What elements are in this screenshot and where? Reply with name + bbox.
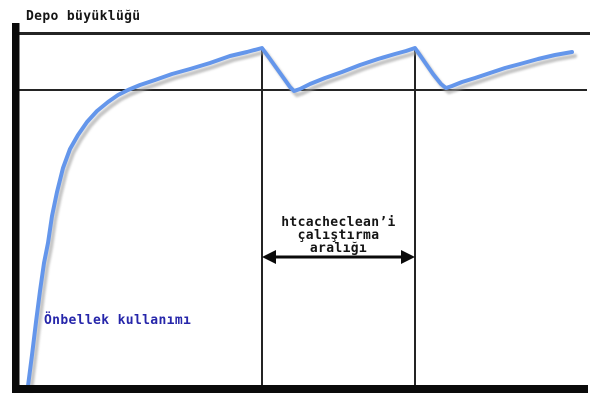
interval-arrow-right-head <box>401 250 415 264</box>
annotation-line-2: çalıştırma <box>297 228 380 243</box>
depot-size-line <box>19 32 590 35</box>
y-axis-title: Depo büyüklüğü <box>26 9 141 24</box>
cache-usage-curve <box>26 46 574 388</box>
y-axis-bar <box>12 23 20 393</box>
x-axis-bar <box>12 385 588 393</box>
cleanup-threshold-line <box>19 89 587 91</box>
annotation-line-3: aralığı <box>309 241 368 256</box>
annotation-line-1: htcacheclean’i <box>281 215 396 230</box>
series-label: Önbellek kullanımı <box>44 313 192 328</box>
cleanup-interval-annotation: htcacheclean’i çalıştırma aralığı <box>262 216 415 255</box>
interval-arrow-left-head <box>262 250 276 264</box>
